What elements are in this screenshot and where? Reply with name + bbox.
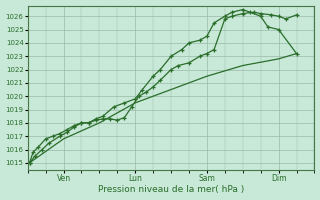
X-axis label: Pression niveau de la mer( hPa ): Pression niveau de la mer( hPa ) <box>98 185 244 194</box>
